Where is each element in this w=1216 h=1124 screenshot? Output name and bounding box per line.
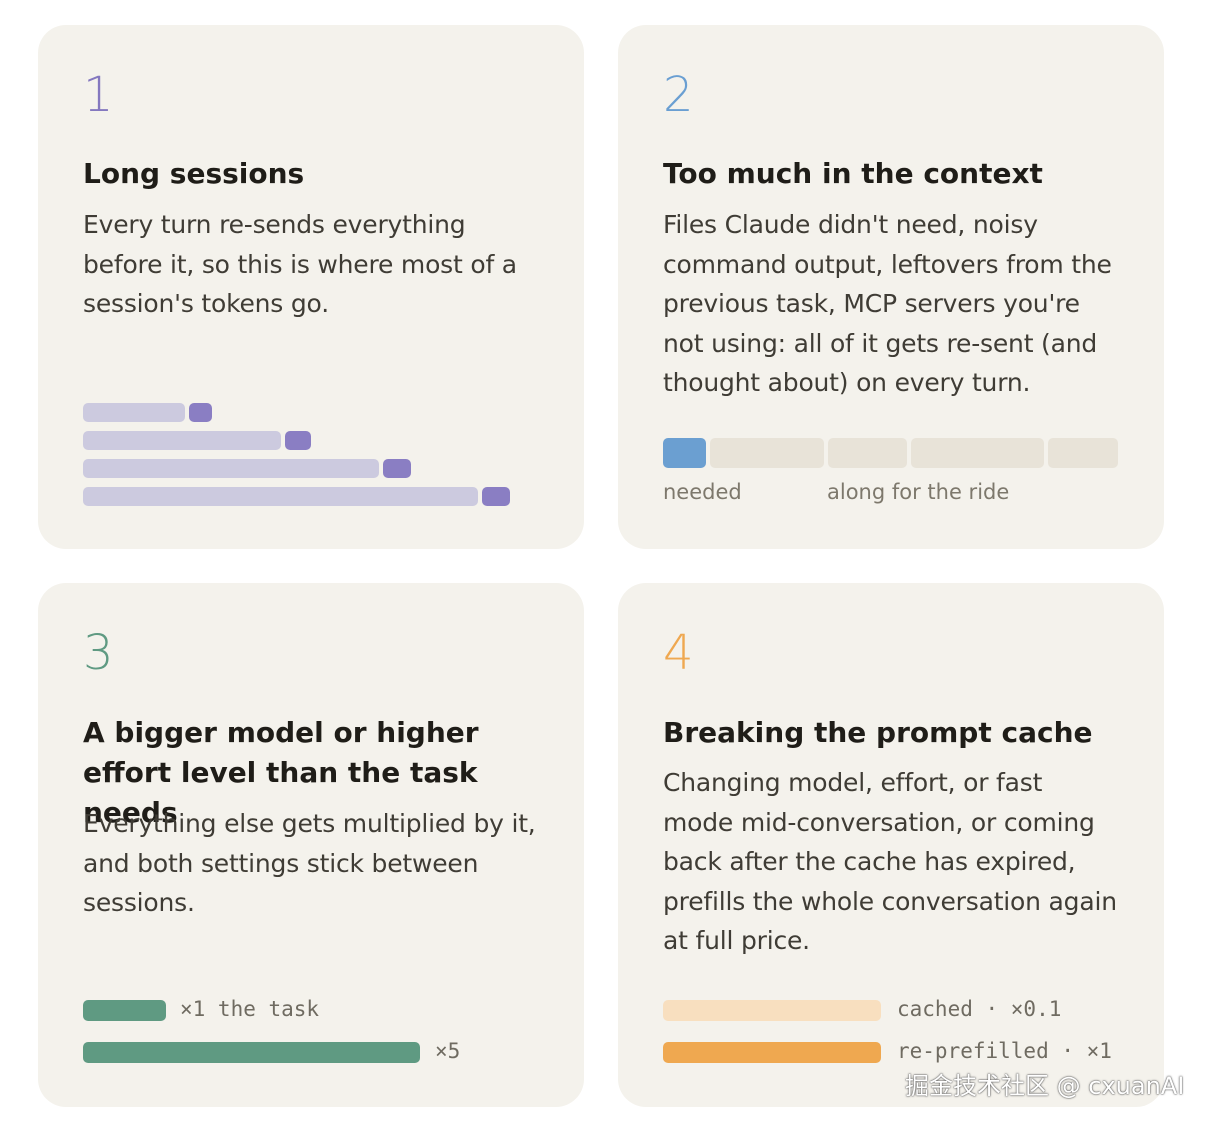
task-bar-label: ×1 the task	[180, 997, 320, 1021]
history-bar	[83, 431, 281, 450]
extra-segment	[1048, 438, 1118, 468]
card-number: 4	[663, 625, 694, 681]
card-body: Everything else gets multiplied by it, a…	[83, 809, 536, 917]
card-title: Long sessions	[83, 157, 305, 190]
watermark: 掘金技术社区 @ cxuanAI	[905, 1072, 1185, 1100]
card-model-effort: 3 A bigger model or higher effort level …	[38, 583, 584, 1107]
extra-segment	[710, 438, 824, 468]
task-bar	[83, 1000, 166, 1021]
card-number: 1	[83, 67, 114, 123]
cached-bar-label: cached · ×0.1	[897, 997, 1062, 1021]
new-turn-bar	[285, 431, 311, 450]
card-body: Changing model, effort, or fast mode mid…	[663, 768, 1117, 955]
new-turn-bar	[189, 403, 212, 422]
multiplied-bar-label: ×5	[435, 1039, 461, 1063]
card-body: Every turn re-sends everything before it…	[83, 210, 517, 318]
card-context: 2 Too much in the context Files Claude d…	[618, 25, 1164, 549]
card-long-sessions: 1 Long sessions Every turn re-sends ever…	[38, 25, 584, 549]
card-number: 3	[83, 625, 114, 681]
card-number: 2	[663, 67, 694, 123]
cached-bar	[663, 1000, 881, 1021]
card-title: Too much in the context	[663, 157, 1043, 190]
history-bar	[83, 487, 478, 506]
new-turn-bar	[383, 459, 411, 478]
new-turn-bar	[482, 487, 510, 506]
card-title: A bigger model or higher effort level th…	[83, 716, 479, 829]
extra-segment	[911, 438, 1044, 468]
prefilled-bar	[663, 1042, 881, 1063]
along-label: along for the ride	[827, 480, 1010, 504]
card-title: Breaking the prompt cache	[663, 716, 1093, 749]
card-body: Files Claude didn't need, noisy command …	[663, 210, 1112, 397]
needed-label: needed	[663, 480, 742, 504]
history-bar	[83, 459, 379, 478]
extra-segment	[828, 438, 907, 468]
history-bar	[83, 403, 185, 422]
needed-segment	[663, 438, 706, 468]
prefilled-bar-label: re-prefilled · ×1	[897, 1039, 1112, 1063]
card-prompt-cache: 4 Breaking the prompt cache Changing mod…	[618, 583, 1164, 1107]
multiplied-bar	[83, 1042, 420, 1063]
